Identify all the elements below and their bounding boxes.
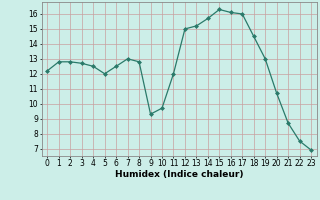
X-axis label: Humidex (Indice chaleur): Humidex (Indice chaleur) [115,170,244,179]
